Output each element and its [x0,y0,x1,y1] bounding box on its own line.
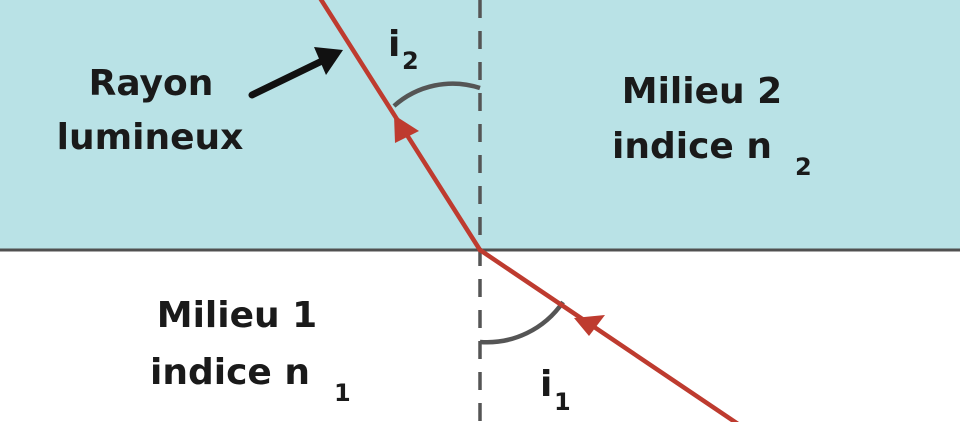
medium-1-index-subscript: 1 [334,379,351,407]
angle-arc-i1 [479,300,565,345]
ray-direction-arrowhead-icon [394,115,419,143]
pointer-arrow-shaft [248,57,326,99]
incident-ray [477,247,740,422]
angle-i1-subscript: 1 [554,388,571,416]
medium-2-index: indice n [612,126,772,167]
ray-label-line-1: Rayon [89,63,214,104]
angle-i2-subscript: 2 [402,47,419,75]
medium-2-name: Milieu 2 [622,71,782,112]
medium-1-index: indice n [150,352,310,393]
angle-i1-symbol: i [540,364,552,405]
medium-1-region [0,250,960,422]
ray-direction-arrowhead-icon [574,315,605,336]
angle-i2-symbol: i [388,24,400,65]
medium-2-index-subscript: 2 [795,153,812,181]
medium-1-name: Milieu 1 [157,295,317,336]
angle-arc-i2 [392,81,481,108]
pointer-arrow-icon [314,47,343,75]
ray-label-line-2: lumineux [57,117,244,158]
